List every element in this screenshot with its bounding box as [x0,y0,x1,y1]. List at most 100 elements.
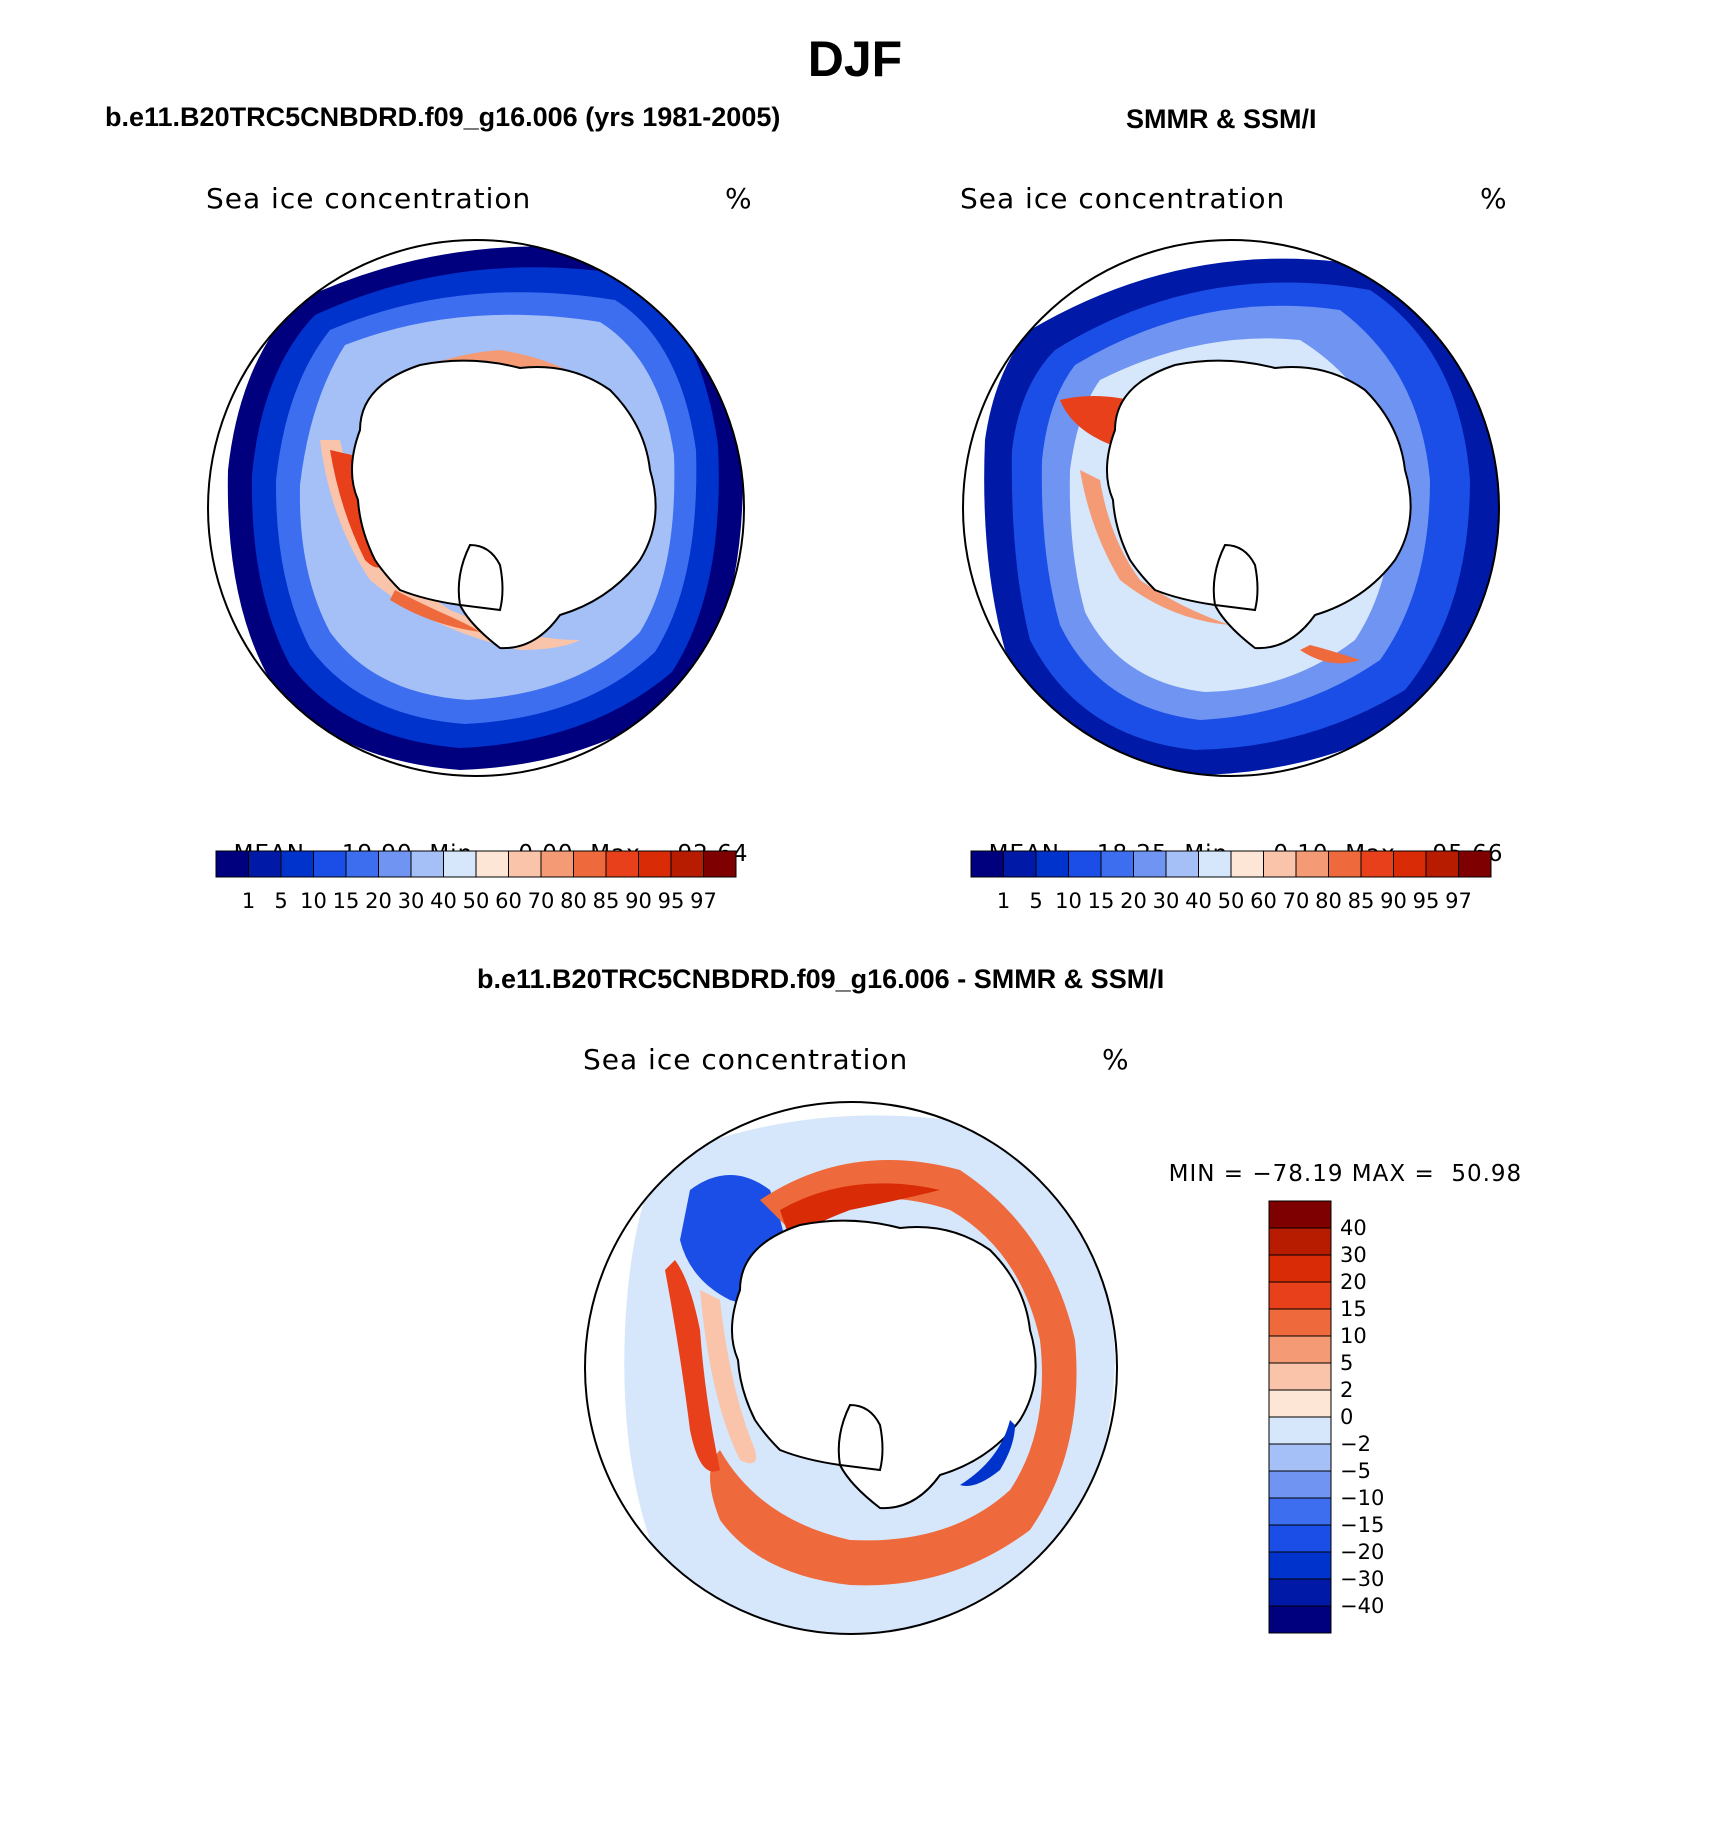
obs-colorbar-swatch [1100,850,1134,878]
obs-colorbar-swatch [1425,850,1459,878]
model-colorbar-tick-label: 15 [333,889,360,913]
diff-colorbar-tick-label: −15 [1340,1513,1384,1537]
diff-colorbar-swatch [1268,1443,1332,1472]
model-colorbar-swatch [378,850,412,878]
model-colorbar-swatch [248,850,282,878]
obs-colorbar: 1 5 10 15 20 30 40 50 60 70 80 85 90 95 97 [970,850,1492,913]
diff-colorbar-swatch [1268,1281,1332,1310]
obs-colorbar-swatch [1133,850,1167,878]
model-colorbar-swatch [410,850,444,878]
model-colorbar-swatch [605,850,639,878]
model-colorbar-swatch [638,850,672,878]
obs-colorbar-tick-label: 90 [1380,889,1407,913]
diff-colorbar-swatch [1268,1524,1332,1553]
figure-title: DJF [807,31,903,87]
model-colorbar-tick-label: 80 [560,889,587,913]
model-colorbar-swatch [215,850,249,878]
model-units-label: % [725,182,753,215]
model-colorbar-tick-label: 5 [274,889,287,913]
diff-colorbar-swatch [1268,1470,1332,1499]
obs-colorbar-swatch [1068,850,1102,878]
diff-colorbar-swatch [1268,1200,1332,1229]
diff-colorbar-swatch [1268,1362,1332,1391]
diff-colorbar-tick-label: −2 [1340,1432,1371,1456]
obs-colorbar-tick-label: 85 [1348,889,1375,913]
model-colorbar-tick-label: 40 [430,889,457,913]
diff-colorbar-tick-label: −20 [1340,1540,1384,1564]
obs-colorbar-swatch [1328,850,1362,878]
obs-units-label: % [1480,182,1508,215]
model-colorbar-swatch [345,850,379,878]
diff-colorbar-swatch [1268,1551,1332,1580]
diff-colorbar-tick-label: −30 [1340,1567,1384,1591]
model-colorbar-tick-label: 10 [300,889,327,913]
model-colorbar-swatch [313,850,347,878]
diff-max-label: MAX = [1351,1161,1435,1187]
obs-colorbar-tick-label: 10 [1055,889,1082,913]
diff-colorbar-tick-label: 10 [1340,1324,1367,1348]
model-variable-label: Sea ice concentration [206,182,532,215]
diff-colorbar-swatch [1268,1227,1332,1256]
diff-colorbar-swatch [1268,1335,1332,1364]
model-colorbar: 1 5 10 15 20 30 40 50 60 70 80 85 90 95 97 [215,850,737,913]
obs-colorbar-swatch [1198,850,1232,878]
diff-colorbar-tick-label: 5 [1340,1351,1353,1375]
diff-colorbar-swatch [1268,1389,1332,1418]
model-panel-title: b.e11.B20TRC5CNBDRD.f09_g16.006 (yrs 198… [105,102,781,132]
model-colorbar-swatch [703,850,737,878]
diff-colorbar-tick-label: −10 [1340,1486,1384,1510]
obs-colorbar-tick-label: 5 [1029,889,1042,913]
obs-colorbar-swatch [1295,850,1329,878]
model-colorbar-tick-label: 60 [495,889,522,913]
diff-max-value: 50.98 [1451,1161,1523,1187]
obs-colorbar-swatch [1165,850,1199,878]
model-colorbar-swatch [280,850,314,878]
obs-colorbar-swatch [970,850,1004,878]
diff-colorbar-tick-label: −40 [1340,1594,1384,1618]
obs-colorbar-swatch [1230,850,1264,878]
diff-colorbar-swatch [1268,1605,1332,1634]
obs-colorbar-swatch [1003,850,1037,878]
diff-colorbar-swatch [1268,1497,1332,1526]
diff-min-value: −78.19 [1252,1161,1344,1187]
obs-colorbar-tick-label: 95 [1413,889,1440,913]
diff-colorbar-tick-label: 40 [1340,1216,1367,1240]
obs-colorbar-swatch [1393,850,1427,878]
diff-colorbar-tick-label: 0 [1340,1405,1353,1429]
diff-colorbar-swatch [1268,1416,1332,1445]
obs-colorbar-tick-label: 1 [997,889,1010,913]
model-colorbar-swatch [508,850,542,878]
obs-colorbar-tick-label: 50 [1218,889,1245,913]
diff-panel-title: b.e11.B20TRC5CNBDRD.f09_g16.006 - SMMR &… [477,964,1165,994]
diff-colorbar-swatch [1268,1254,1332,1283]
obs-colorbar-tick-label: 40 [1185,889,1212,913]
model-colorbar-swatch [540,850,574,878]
diff-colorbar-tick-label: 2 [1340,1378,1353,1402]
obs-panel-title: SMMR & SSM/I [1126,104,1317,134]
obs-colorbar-swatch [1360,850,1394,878]
model-colorbar-tick-label: 85 [593,889,620,913]
obs-colorbar-tick-label: 60 [1250,889,1277,913]
obs-colorbar-swatch [1458,850,1492,878]
model-colorbar-tick-label: 1 [242,889,255,913]
model-colorbar-swatch [573,850,607,878]
obs-colorbar-tick-label: 80 [1315,889,1342,913]
diff-colorbar-tick-label: −5 [1340,1459,1371,1483]
diff-variable-label: Sea ice concentration [583,1043,909,1076]
diff-colorbar-swatch [1268,1578,1332,1607]
diff-colorbar-tick-label: 30 [1340,1243,1367,1267]
diff-colorbar-tick-label: 15 [1340,1297,1367,1321]
diff-min-label: MIN = [1168,1161,1245,1187]
diff-colorbar-swatch [1268,1308,1332,1337]
obs-colorbar-tick-label: 15 [1088,889,1115,913]
diff-colorbar-tick-label: 20 [1340,1270,1367,1294]
diff-stats: MIN = −78.19 MAX = 50.98 [1152,1135,1522,1187]
obs-colorbar-swatch [1263,850,1297,878]
diff-units-label: % [1102,1043,1130,1076]
obs-colorbar-tick-label: 20 [1120,889,1147,913]
model-colorbar-tick-label: 50 [463,889,490,913]
